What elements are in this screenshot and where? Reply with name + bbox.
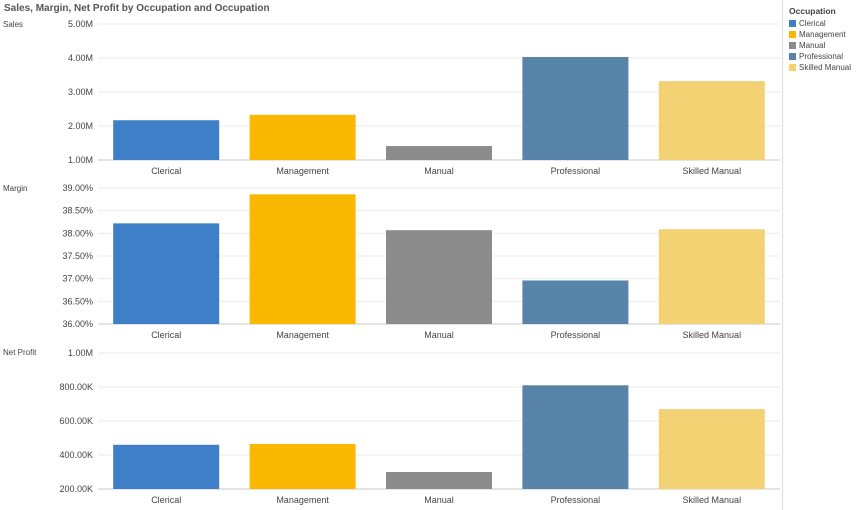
bar-skilled-manual[interactable]: [658, 409, 765, 489]
bar-clerical[interactable]: [113, 223, 220, 324]
x-tick-label: Clerical: [151, 166, 181, 176]
x-tick-label: Professional: [551, 166, 601, 176]
bar-management[interactable]: [249, 443, 356, 489]
bar-clerical[interactable]: [113, 120, 220, 160]
bar-skilled-manual[interactable]: [658, 229, 765, 324]
bar-manual[interactable]: [386, 472, 492, 489]
x-tick-label: Management: [276, 330, 329, 340]
legend-swatch: [789, 31, 796, 38]
legend-item[interactable]: Manual: [789, 40, 860, 51]
y-tick-label: 36.00%: [62, 319, 93, 329]
y-tick-label: 400.00K: [59, 450, 93, 460]
legend-items: Clerical Management Manual Professional Skil…: [789, 18, 860, 73]
x-tick-label: Clerical: [151, 495, 181, 505]
x-tick-label: Skilled Manual: [683, 330, 742, 340]
bar-management[interactable]: [249, 114, 356, 160]
legend-label: Management: [799, 30, 846, 39]
chart-panel-net-profit: Net Profit 200.00K 400.00K 600.00K 800.00K 1.…: [3, 348, 780, 505]
y-tick-label: 5.00M: [68, 19, 93, 29]
bar-skilled-manual[interactable]: [658, 81, 765, 160]
bar-manual[interactable]: [386, 230, 492, 324]
chart-panel-sales: Sales 1.00M 2.00M 3.00M 4.00M 5.00M Clerical Ma…: [3, 19, 780, 176]
x-tick-label: Manual: [424, 330, 454, 340]
y-tick-label: 38.00%: [62, 228, 93, 238]
legend-title: Occupation: [789, 6, 836, 16]
chart-title: Sales, Margin, Net Profit by Occupation …: [4, 3, 270, 14]
bar-management[interactable]: [249, 194, 356, 324]
x-tick-label: Skilled Manual: [683, 495, 742, 505]
y-tick-label: 36.50%: [62, 296, 93, 306]
x-tick-label: Management: [276, 166, 329, 176]
legend-item[interactable]: Professional: [789, 51, 860, 62]
y-tick-label: 2.00M: [68, 121, 93, 131]
legend-swatch: [789, 64, 796, 71]
y-tick-label: 800.00K: [59, 382, 93, 392]
legend-label: Professional: [799, 52, 844, 61]
x-tick-label: Manual: [424, 166, 454, 176]
y-axis-label: Sales: [3, 20, 23, 29]
legend-item[interactable]: Management: [789, 29, 860, 40]
bar-manual[interactable]: [386, 146, 492, 160]
legend: Occupation Clerical Management Manual Profe…: [782, 0, 860, 510]
legend-swatch: [789, 42, 796, 49]
y-tick-label: 39.00%: [62, 183, 93, 193]
y-axis-label: Margin: [3, 184, 27, 193]
y-tick-label: 600.00K: [59, 416, 93, 426]
legend-label: Skilled Manual: [799, 63, 852, 72]
y-tick-label: 37.50%: [62, 251, 93, 261]
legend-swatch: [789, 53, 796, 60]
x-tick-label: Manual: [424, 495, 454, 505]
y-tick-label: 1.00M: [68, 348, 93, 358]
bar-professional[interactable]: [522, 385, 629, 489]
y-tick-label: 1.00M: [68, 155, 93, 165]
x-tick-label: Skilled Manual: [683, 166, 742, 176]
legend-item[interactable]: Clerical: [789, 18, 860, 29]
y-tick-label: 4.00M: [68, 53, 93, 63]
y-tick-label: 200.00K: [59, 484, 93, 494]
legend-label: Manual: [799, 41, 826, 50]
bar-professional[interactable]: [522, 280, 629, 324]
chart-panel-margin: Margin 36.00% 36.50% 37.00% 37.50% 38.00% 38.5…: [3, 183, 780, 340]
bar-professional[interactable]: [522, 56, 629, 161]
x-tick-label: Professional: [551, 495, 601, 505]
legend-label: Clerical: [799, 19, 826, 28]
y-axis-label: Net Profit: [3, 348, 37, 357]
y-tick-label: 37.00%: [62, 274, 93, 284]
y-tick-label: 3.00M: [68, 87, 93, 97]
bar-clerical[interactable]: [113, 444, 220, 489]
y-tick-label: 38.50%: [62, 206, 93, 216]
legend-swatch: [789, 20, 796, 27]
legend-item[interactable]: Skilled Manual: [789, 62, 860, 73]
x-tick-label: Management: [276, 495, 329, 505]
x-tick-label: Clerical: [151, 330, 181, 340]
x-tick-label: Professional: [551, 330, 601, 340]
